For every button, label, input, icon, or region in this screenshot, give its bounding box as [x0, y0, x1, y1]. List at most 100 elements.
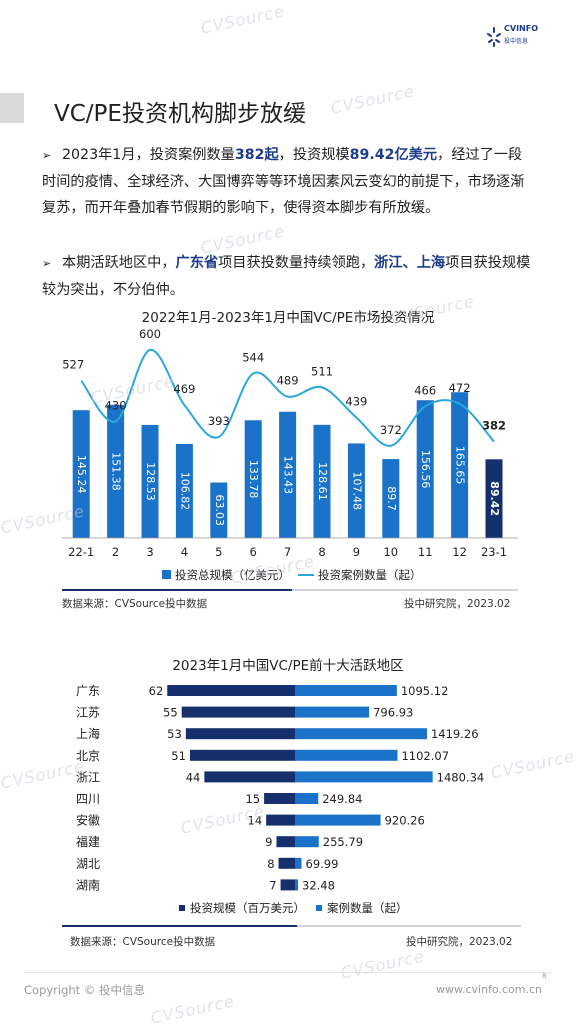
bar-right-value: 69.99: [306, 857, 339, 871]
bullet-highlight: 浙江、上海: [374, 255, 446, 271]
bar: [451, 392, 469, 538]
bar-left: [276, 836, 295, 848]
bar-right: [295, 728, 427, 740]
chart2-source-right: 投中研究院，2023.02: [406, 936, 513, 948]
bullet-text: 项目获投规模较为突出，不分伯仲。: [42, 255, 531, 298]
bar: [244, 420, 262, 538]
bar-left: [266, 814, 295, 826]
logo-name: CVINFO: [504, 24, 538, 33]
bar-right: [295, 749, 398, 761]
bar-right-value: 1419.26: [431, 727, 479, 741]
bullet-highlight: 382起: [234, 147, 279, 163]
bar-value-label: 89.42: [488, 481, 501, 516]
footer-copyright: Copyright © 投中信息: [24, 983, 146, 997]
x-tick-label: 6: [250, 545, 257, 559]
line-point-label: 430: [105, 398, 127, 412]
x-tick-label: 9: [353, 545, 360, 559]
legend-label: 投资总规模（亿美元）: [175, 568, 290, 582]
page-title: VC/PE投资机构脚步放缓: [54, 101, 306, 127]
x-tick-label: 8: [318, 545, 325, 559]
bar-right-value: 1102.07: [401, 749, 449, 763]
bar-value-label: 143.43: [282, 456, 295, 495]
bar-right-value: 796.93: [373, 706, 413, 720]
bar: [141, 424, 159, 538]
line-point-label: 489: [277, 374, 299, 388]
legend-swatch-right: [316, 905, 322, 911]
bar-left-value: 15: [245, 792, 260, 806]
x-tick-label: 4: [181, 545, 188, 559]
x-tick-label: 10: [383, 545, 398, 559]
line-point-label: 466: [414, 383, 436, 397]
chart1-divider-dark: [62, 589, 292, 591]
bar-left: [181, 706, 295, 718]
bar-right-value: 249.84: [322, 792, 362, 806]
bar: [175, 443, 193, 538]
bar-left: [189, 749, 295, 761]
bar-left-value: 51: [171, 749, 186, 763]
x-tick-label: 7: [284, 545, 291, 559]
category-label: 湖南: [76, 877, 100, 892]
x-tick-label: 3: [146, 545, 153, 559]
bar-left-value: 7: [269, 878, 276, 892]
x-tick-label: 23-1: [481, 545, 507, 559]
bar-value-label: 151.38: [110, 452, 123, 491]
bar-right: [295, 685, 397, 696]
bar-value-label: 133.78: [247, 460, 260, 499]
category-label: 四川: [76, 792, 100, 806]
category-label: 江苏: [76, 706, 100, 720]
bar: [382, 459, 400, 538]
chart1-source: 数据来源：CVSource投中数据: [62, 598, 208, 610]
x-tick-label: 22-1: [68, 545, 94, 559]
bar-right: [295, 814, 381, 826]
x-tick-label: 2: [112, 545, 119, 559]
bar-right-value: 32.48: [302, 878, 335, 892]
chart2-title: 2023年1月中国VC/PE前十大活跃地区: [172, 658, 404, 674]
bar: [347, 443, 365, 538]
bar: [107, 404, 125, 538]
bar-left: [278, 857, 295, 869]
chart1-plot: 145.24 22-1 151.38 2 128.53 3 106.82 4 63.03 5 133…: [62, 327, 518, 582]
legend-swatch-left: [179, 905, 185, 911]
logo-subtitle: 投中信息: [504, 38, 529, 45]
chart1-title: 2022年1月-2023年1月中国VC/PE市场投资情况: [141, 310, 435, 326]
bar-value-label: 165.65: [454, 446, 467, 485]
bar-left: [185, 728, 295, 740]
x-tick-label: 12: [452, 545, 467, 559]
line-point-label: 544: [242, 351, 264, 365]
line-point-label: 511: [311, 364, 333, 378]
line-point-label: 469: [173, 382, 195, 396]
bar-left-value: 8: [267, 857, 274, 871]
bar-left-value: 14: [248, 814, 263, 828]
bar-right-value: 255.79: [323, 835, 363, 849]
bar-value-label: 145.24: [75, 455, 88, 494]
watermark: CVSource: [198, 1, 287, 38]
legend-label: 投资案例数量（起）: [318, 568, 422, 582]
bullet-1: ➢ 2023年1月，投资案例数量382起，投资规模89.42亿美元，经过了一段时间…: [42, 142, 532, 221]
bar-value-label: 107.48: [350, 471, 363, 510]
bar-right: [295, 706, 370, 718]
bar: [313, 424, 331, 538]
logo-icon: [487, 27, 501, 47]
bullet-text: 2023年1月，投资案例数量: [62, 147, 235, 163]
category-label: 广东: [76, 684, 100, 698]
line-point-label: 439: [345, 395, 367, 409]
bar: [485, 459, 503, 538]
page-number: 8: [542, 972, 547, 980]
bar-left-value: 62: [149, 684, 164, 698]
line-point-label: 382: [482, 419, 506, 433]
bullet-highlight: 89.42亿美元: [349, 147, 438, 163]
bullet-text: 本期活跃地区中，: [62, 255, 176, 271]
bar-left: [167, 685, 295, 696]
chart2-source: 数据来源：CVSource投中数据: [70, 936, 216, 948]
chart2-divider-dark: [62, 925, 297, 927]
bar-right: [295, 836, 319, 848]
bar-left-value: 55: [163, 706, 178, 720]
x-tick-label: 11: [418, 545, 433, 559]
watermark: CVSource: [328, 81, 417, 118]
chart1-divider-light: [292, 589, 518, 591]
x-tick-label: 5: [215, 545, 222, 559]
category-label: 福建: [76, 834, 100, 849]
chart2-divider-light: [297, 925, 521, 927]
footer-rule: [24, 972, 552, 973]
watermark: CVSource: [338, 946, 427, 983]
